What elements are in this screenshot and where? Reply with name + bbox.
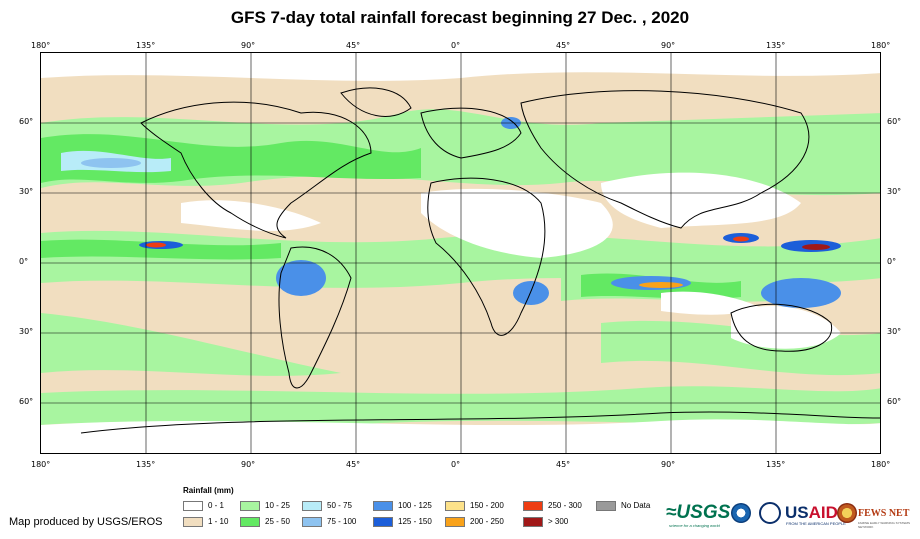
legend-label: 1 - 10 (208, 517, 229, 526)
lon-label-bottom: 45° (556, 460, 571, 469)
map-title: GFS 7-day total rainfall forecast beginn… (230, 8, 690, 27)
lat-label-right: 0° (887, 257, 897, 266)
legend-item: 0 - 1 (183, 500, 224, 511)
graticule (41, 53, 880, 453)
legend-swatch (183, 500, 203, 511)
lat-label-left: 30° (19, 187, 34, 196)
legend-label: > 300 (548, 517, 569, 526)
usaid-tagline: FROM THE AMERICAN PEOPLE (786, 521, 846, 526)
fews-net-logo: FEWS NET (858, 507, 910, 519)
legend-label: No Data (621, 501, 651, 510)
fews-seal-icon (837, 503, 857, 523)
map-credit: Map produced by USGS/EROS (9, 516, 163, 528)
fews-net-tagline: FAMINE EARLY WARNING SYSTEMS NETWORK (858, 521, 910, 529)
usgs-logo: ≈USGS (666, 502, 731, 523)
usaid-logo-us: US (785, 503, 809, 522)
lon-label-bottom: 90° (241, 460, 256, 469)
usaid-seal-icon (759, 502, 781, 524)
legend-swatch (445, 516, 465, 527)
lon-label-bottom: 180° (31, 460, 51, 469)
legend-item: 1 - 10 (183, 516, 228, 527)
legend-swatch (373, 516, 393, 527)
legend-item: 10 - 25 (240, 500, 290, 511)
legend-title: Rainfall (mm) (183, 486, 234, 495)
lat-label-right: 30° (887, 327, 902, 336)
noaa-logo-icon (731, 503, 751, 523)
lat-label-left: 30° (19, 327, 34, 336)
usaid-logo-aid: AID (808, 503, 838, 522)
lon-label-top: 0° (451, 41, 461, 50)
legend-item: No Data (596, 500, 650, 511)
lat-label-right: 30° (887, 187, 902, 196)
legend-item: 250 - 300 (523, 500, 582, 511)
legend-label: 25 - 50 (265, 517, 290, 526)
usaid-logo: US AID (785, 500, 838, 526)
usgs-tagline: science for a changing world (669, 523, 720, 528)
lat-label-left: 60° (19, 117, 34, 126)
legend-label: 150 - 200 (470, 501, 504, 510)
lon-label-top: 180° (31, 41, 51, 50)
coastlines (80, 87, 880, 434)
legend-swatch (445, 500, 465, 511)
lat-label-left: 60° (19, 397, 34, 406)
lat-label-right: 60° (887, 397, 902, 406)
rainfall-map (40, 52, 881, 454)
legend-item: 150 - 200 (445, 500, 504, 511)
legend-label: 100 - 125 (398, 501, 432, 510)
lon-label-bottom: 0° (451, 460, 461, 469)
lat-label-right: 60° (887, 117, 902, 126)
lon-label-top: 180° (871, 41, 891, 50)
lon-label-top: 45° (346, 41, 361, 50)
lat-label-left: 0° (19, 257, 29, 266)
lon-label-bottom: 180° (871, 460, 891, 469)
legend-label: 125 - 150 (398, 517, 432, 526)
lon-label-top: 135° (766, 41, 786, 50)
legend-item: > 300 (523, 516, 568, 527)
lon-label-bottom: 135° (766, 460, 786, 469)
lon-label-bottom: 45° (346, 460, 361, 469)
legend-label: 200 - 250 (470, 517, 504, 526)
legend-swatch (183, 516, 203, 527)
lon-label-top: 45° (556, 41, 571, 50)
legend-swatch (302, 516, 322, 527)
legend-swatch (523, 516, 543, 527)
legend-swatch (302, 500, 322, 511)
legend-label: 250 - 300 (548, 501, 582, 510)
legend-item: 50 - 75 (302, 500, 352, 511)
legend-swatch (240, 500, 260, 511)
lon-label-bottom: 90° (661, 460, 676, 469)
legend-item: 125 - 150 (373, 516, 432, 527)
legend-label: 50 - 75 (327, 501, 352, 510)
legend-item: 100 - 125 (373, 500, 432, 511)
legend-swatch (373, 500, 393, 511)
lon-label-top: 90° (241, 41, 256, 50)
legend-label: 75 - 100 (327, 517, 357, 526)
legend-item: 25 - 50 (240, 516, 290, 527)
lon-label-bottom: 135° (136, 460, 156, 469)
legend-swatch (523, 500, 543, 511)
legend-item: 200 - 250 (445, 516, 504, 527)
legend-swatch (596, 500, 616, 511)
legend-swatch (240, 516, 260, 527)
legend-label: 10 - 25 (265, 501, 290, 510)
legend-item: 75 - 100 (302, 516, 356, 527)
legend-label: 0 - 1 (208, 501, 225, 510)
lon-label-top: 135° (136, 41, 156, 50)
rainfall-map-graphic (41, 53, 880, 453)
lon-label-top: 90° (661, 41, 676, 50)
